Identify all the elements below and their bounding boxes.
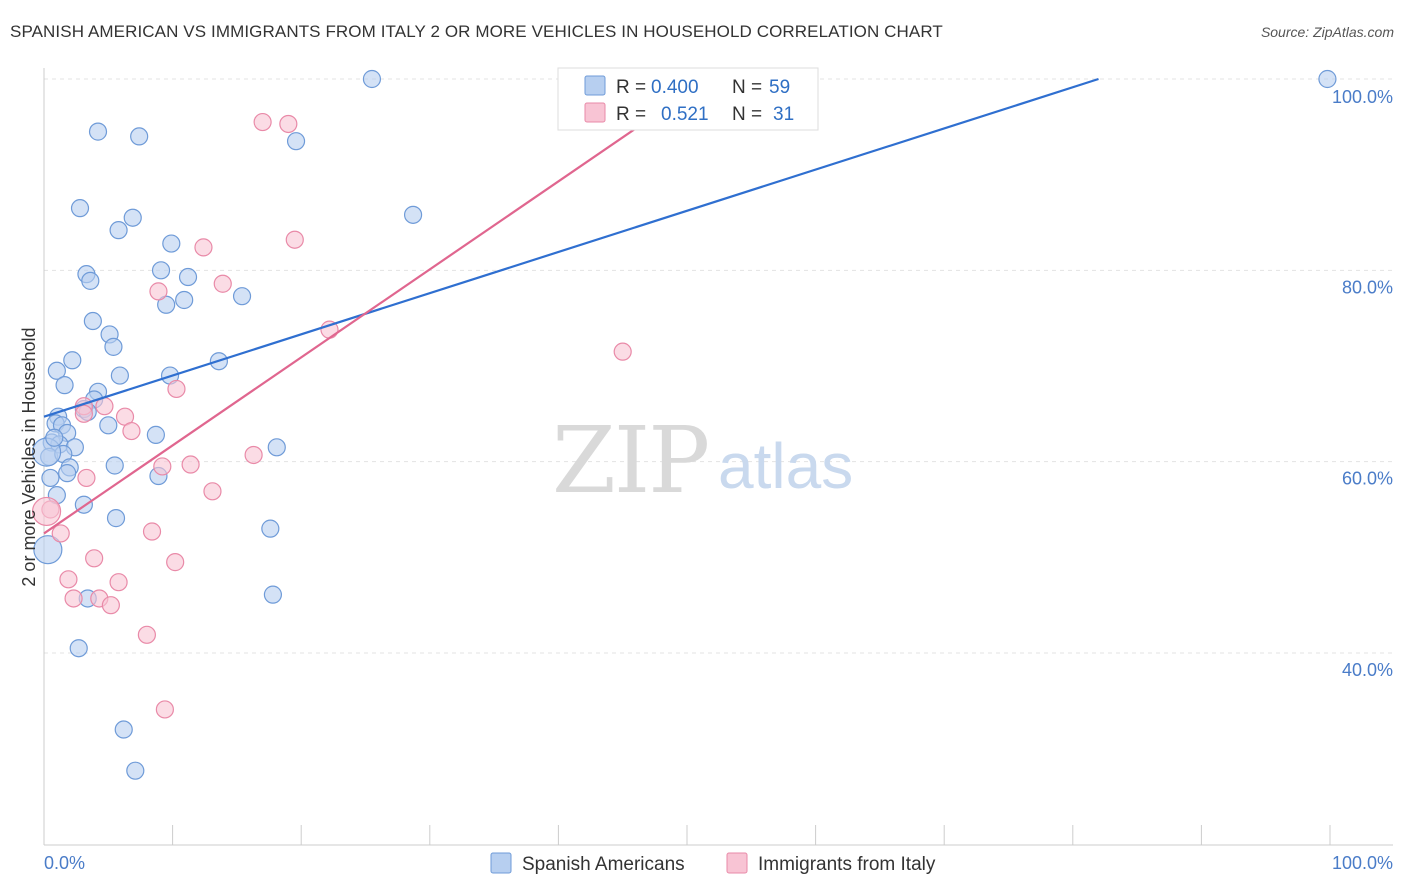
legend-n-value-pink: 31 [773, 104, 794, 125]
legend-r-label-pink: R = [616, 104, 646, 125]
series-legend: Spanish Americans Immigrants from Italy [490, 852, 936, 875]
spanish-americans-point-8 [109, 221, 128, 240]
spanish-americans-point-54 [114, 720, 133, 739]
spanish-americans-point-33 [99, 416, 118, 435]
spanish-americans-point-23 [110, 366, 129, 385]
series-immigrants-from-italy-points [31, 112, 632, 719]
y-tick-label-100: 100.0% [1332, 87, 1393, 107]
immigrants-from-italy-point-23 [85, 549, 104, 568]
immigrants-from-italy-point-3 [194, 238, 213, 257]
immigrants-from-italy-point-24 [166, 553, 185, 572]
spanish-americans-point-17 [83, 311, 102, 331]
spanish-americans-point-52 [263, 585, 283, 604]
spanish-americans-point-16 [157, 295, 176, 314]
immigrants-from-italy-point-16 [244, 445, 263, 465]
spanish-americans-point-55 [126, 761, 145, 780]
legend-swatch-pink [584, 102, 606, 123]
immigrants-from-italy-point-5 [149, 282, 168, 301]
immigrants-from-italy-point-29 [101, 596, 120, 615]
watermark-zip: ZIP [552, 407, 708, 514]
spanish-americans-point-39 [267, 438, 286, 457]
spanish-americans-point-6 [403, 205, 423, 224]
legend-swatch-blue [584, 75, 606, 96]
spanish-americans-point-22 [47, 361, 66, 380]
legend-r-value-pink: 0.521 [661, 104, 709, 125]
immigrants-from-italy-point-27 [64, 589, 83, 608]
spanish-americans-point-35 [146, 425, 165, 444]
spanish-americans-point-1 [1318, 69, 1337, 89]
immigrants-from-italy-point-14 [153, 457, 172, 476]
spanish-americans-point-20 [63, 351, 82, 370]
series-legend-label-immigrants-from-italy: Immigrants from Italy [758, 854, 936, 875]
series-spanish-americans-points [31, 69, 1337, 780]
immigrants-from-italy-point-7 [613, 342, 632, 361]
spanish-americans-point-13 [81, 271, 100, 290]
legend-n-label-blue: N = [732, 77, 762, 98]
spanish-americans-point-7 [123, 208, 142, 227]
series-legend-swatch-spanish-americans [490, 852, 512, 874]
chart-title: SPANISH AMERICAN VS IMMIGRANTS FROM ITAL… [10, 22, 943, 41]
watermark-atlas: atlas [718, 430, 853, 502]
axes [43, 68, 1393, 846]
spanish-americans-point-46 [41, 468, 60, 488]
stats-legend: R = 0.400 N = 59 R = 0.521 N = 31 [557, 67, 819, 131]
immigrants-from-italy-point-1 [279, 114, 298, 134]
watermark: ZIP atlas [552, 407, 853, 514]
x-tick-label-max: 100.0% [1332, 853, 1393, 873]
immigrants-from-italy-point-30 [137, 625, 156, 644]
immigrants-from-italy-point-4 [213, 274, 232, 293]
immigrants-from-italy-point-21 [51, 524, 70, 543]
spanish-americans-point-0 [362, 69, 382, 89]
spanish-americans-point-5 [70, 199, 90, 218]
y-tick-label-40: 40.0% [1342, 660, 1393, 680]
series-legend-swatch-immigrants-from-italy [726, 852, 748, 874]
spanish-americans-point-49 [261, 519, 280, 538]
immigrants-from-italy-point-15 [181, 455, 200, 474]
series-legend-label-spanish-americans: Spanish Americans [522, 854, 685, 875]
y-tick-labels: 40.0% 60.0% 80.0% 100.0% [1332, 87, 1393, 680]
immigrants-from-italy-point-18 [203, 482, 222, 501]
spanish-americans-point-48 [106, 509, 126, 528]
spanish-americans-point-14 [232, 287, 252, 306]
spanish-americans-point-50 [33, 535, 63, 565]
spanish-americans-point-25 [55, 376, 74, 395]
spanish-americans-point-11 [178, 267, 198, 287]
spanish-americans-point-9 [162, 234, 181, 253]
spanish-americans-point-4 [286, 132, 306, 151]
spanish-americans-trend-line [43, 77, 1099, 418]
immigrants-from-italy-point-20 [31, 496, 62, 527]
immigrants-from-italy-point-31 [155, 700, 174, 719]
immigrants-from-italy-point-2 [285, 230, 304, 249]
legend-r-label-blue: R = [616, 77, 646, 98]
spanish-americans-point-15 [175, 290, 194, 310]
trend-lines [43, 77, 1099, 535]
spanish-americans-point-2 [88, 122, 108, 141]
immigrants-from-italy-point-0 [253, 112, 272, 132]
immigrants-from-italy-point-22 [142, 522, 162, 541]
immigrants-from-italy-point-26 [109, 573, 128, 592]
immigrants-from-italy-point-12 [122, 421, 141, 441]
immigrants-from-italy-trend-line [43, 92, 688, 535]
x-tick-label-min: 0.0% [44, 853, 85, 873]
immigrants-from-italy-point-17 [77, 468, 96, 488]
spanish-americans-point-58 [45, 428, 64, 447]
spanish-americans-point-19 [104, 337, 123, 356]
legend-r-value-blue: 0.400 [651, 77, 699, 98]
legend-n-value-blue: 59 [769, 77, 790, 98]
spanish-americans-point-44 [58, 464, 77, 483]
immigrants-from-italy-point-13 [74, 404, 93, 423]
immigrants-from-italy-point-8 [167, 379, 186, 399]
y-axis-title: 2 or more Vehicles in Household [19, 327, 39, 586]
y-tick-label-80: 80.0% [1342, 277, 1393, 297]
grid-lines [44, 78, 1393, 654]
chart-source: Source: ZipAtlas.com [1260, 24, 1394, 40]
spanish-americans-point-42 [105, 456, 124, 475]
spanish-americans-point-10 [151, 261, 171, 280]
y-tick-label-60: 60.0% [1342, 469, 1393, 489]
legend-n-label-pink: N = [732, 104, 762, 125]
spanish-americans-point-53 [69, 639, 88, 658]
immigrants-from-italy-point-25 [59, 570, 78, 589]
spanish-americans-point-3 [130, 127, 149, 146]
